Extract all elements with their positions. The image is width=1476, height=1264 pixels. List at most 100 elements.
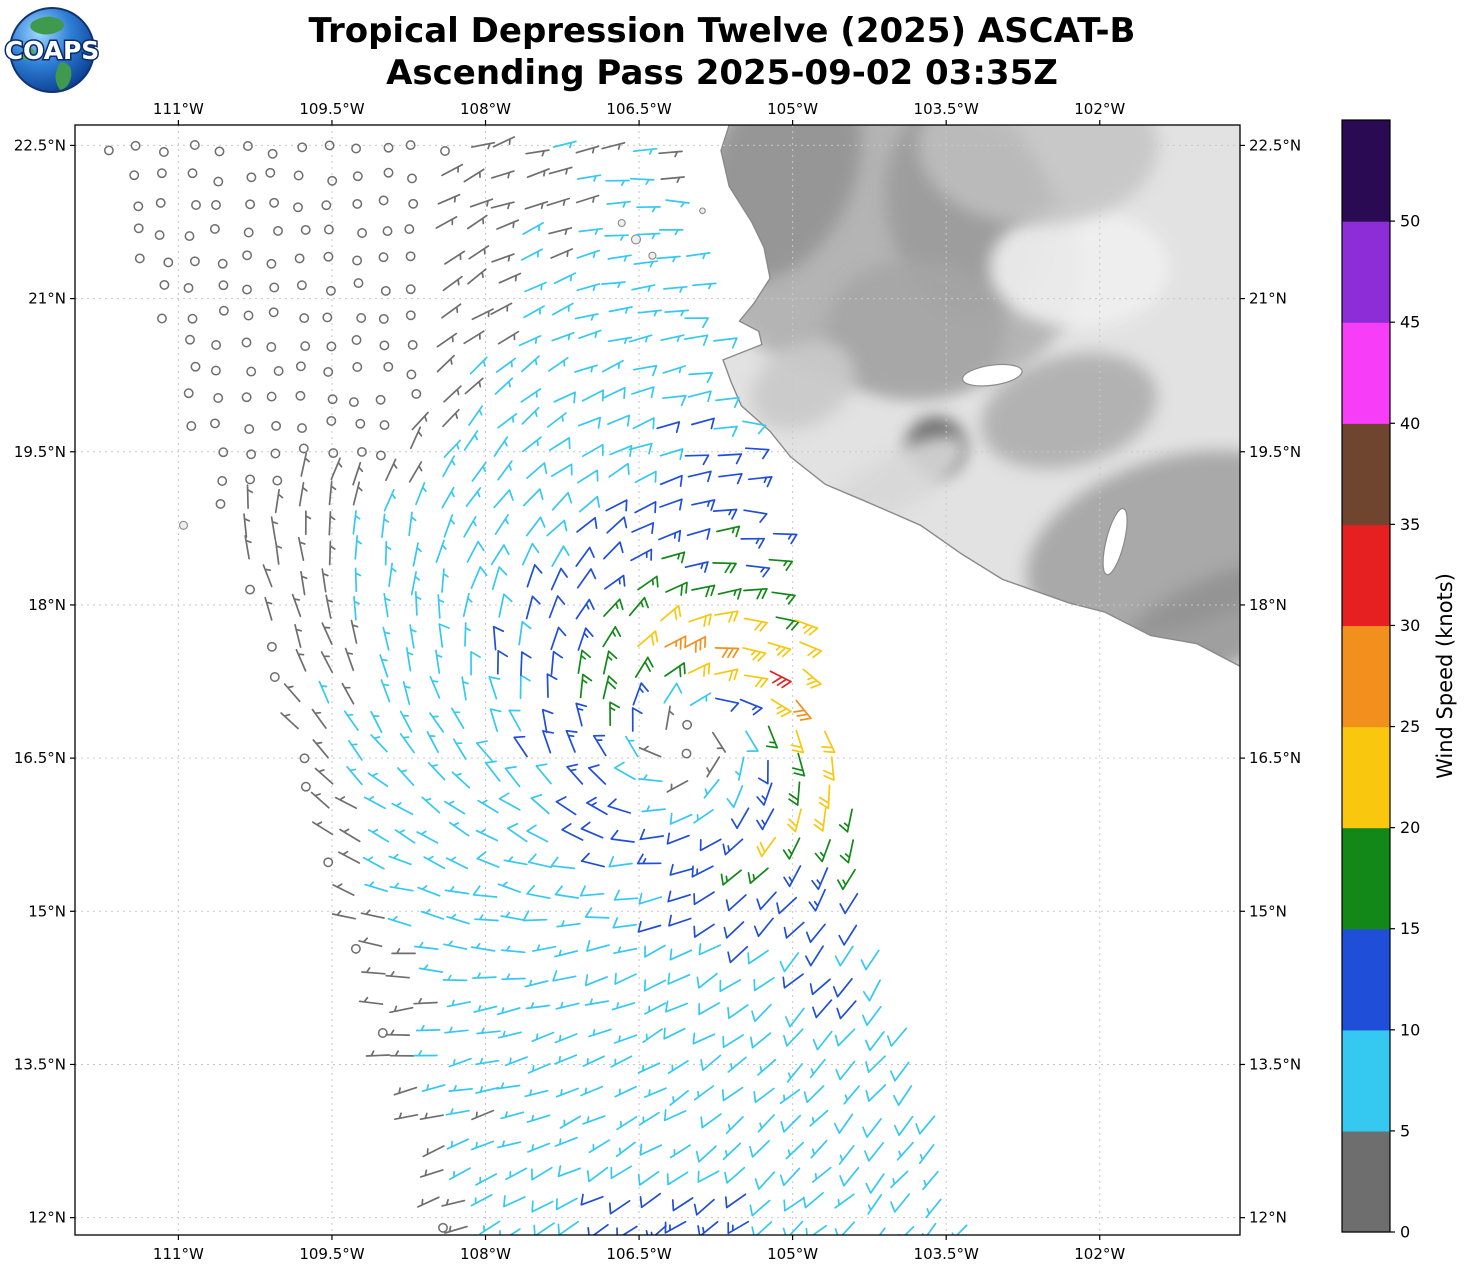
wind-barb [385, 1029, 411, 1036]
wind-barb [683, 334, 709, 346]
wind-barb [314, 767, 334, 785]
wind-barb [616, 1225, 638, 1235]
wind-barb [834, 1193, 855, 1209]
wind-barb [580, 821, 604, 839]
wind-barb [669, 948, 693, 961]
calm-circle [159, 279, 170, 290]
wind-barb [779, 1167, 801, 1187]
wind-barb [497, 1030, 522, 1039]
wind-barb [580, 852, 605, 868]
wind-barb [656, 255, 681, 263]
wind-barb [490, 302, 513, 315]
wind-barb [587, 1223, 609, 1235]
wind-barb [637, 575, 659, 591]
calm-circle [187, 168, 198, 179]
wind-barb [579, 885, 605, 897]
x-tick-label-top: 109.5°W [299, 100, 364, 118]
wind-barb [262, 564, 273, 588]
wind-barb [500, 911, 525, 921]
calm-circle [408, 198, 419, 209]
island [648, 251, 657, 260]
wind-barb [496, 219, 520, 230]
wind-barb [839, 1166, 860, 1187]
wind-barb [385, 970, 410, 979]
wind-barb [696, 972, 718, 989]
wind-barb [742, 420, 767, 435]
wind-barb [721, 1086, 744, 1102]
wind-barb [429, 675, 441, 699]
wind-barb [442, 408, 460, 428]
wind-barb [553, 391, 576, 404]
wind-barb [779, 1088, 801, 1105]
wind-barb [503, 1195, 526, 1208]
wind-barb [605, 179, 630, 187]
wind-barb [635, 232, 661, 240]
wind-barb [834, 945, 854, 967]
wind-barb [818, 784, 831, 810]
wind-barb [584, 974, 608, 987]
wind-barb [464, 377, 484, 395]
island [699, 207, 706, 215]
wind-barb [802, 668, 822, 689]
wind-barb [714, 610, 739, 623]
wind-barb [795, 619, 819, 636]
wind-barb [886, 1027, 908, 1047]
wind-barb [441, 486, 455, 509]
wind-barb [579, 673, 593, 699]
wind-barb [634, 470, 657, 484]
wind-barb [745, 730, 759, 753]
wind-barb [580, 1193, 604, 1206]
wind-barb [497, 413, 518, 429]
wind-barb [771, 591, 796, 605]
wind-barb [243, 513, 251, 538]
y-tick-label-right: 18°N [1249, 596, 1287, 614]
wind-barb [525, 516, 546, 537]
wind-barb [522, 910, 548, 922]
wind-barb [444, 250, 466, 265]
wind-barb [839, 892, 859, 915]
wind-barb [500, 1111, 525, 1120]
wind-barb [602, 626, 622, 648]
wind-barb [809, 978, 831, 996]
colorbar-frame [1341, 119, 1391, 1233]
wind-barb [441, 163, 464, 177]
wind-barb [524, 1089, 549, 1098]
calm-circle [243, 227, 254, 238]
wind-barb [291, 593, 302, 618]
wind-barb [601, 141, 626, 150]
wind-barb [695, 1145, 717, 1163]
wind-barb [520, 651, 532, 676]
calm-circle [375, 450, 386, 461]
calm-circle [242, 141, 253, 151]
y-tick-label-left: 21°N [28, 290, 66, 308]
wind-barb [666, 780, 689, 793]
wind-barb [722, 1034, 744, 1049]
wind-barb [494, 514, 509, 536]
wind-barb [467, 268, 487, 285]
wind-barb [530, 793, 550, 815]
wind-barb [786, 1063, 804, 1083]
wind-barb [878, 1227, 886, 1235]
wind-barb [526, 168, 550, 179]
wind-barb [389, 882, 414, 892]
wind-barb [862, 1005, 882, 1027]
wind-barb [660, 604, 682, 622]
wind-barb [693, 891, 715, 906]
calm-circle [245, 584, 255, 595]
wind-barb [743, 617, 768, 632]
x-tick-label-bottom: 105°W [767, 1245, 818, 1263]
wind-barb [470, 650, 481, 676]
wind-barb [698, 943, 722, 956]
wind-barb [712, 508, 738, 520]
wind-barb [388, 853, 412, 866]
wind-barb [743, 587, 768, 600]
calm-circle [271, 420, 282, 431]
wind-barb [782, 1220, 804, 1235]
wind-barb [475, 740, 493, 762]
wind-barb [408, 461, 423, 483]
wind-barb [639, 1143, 663, 1156]
wind-barb [533, 1222, 555, 1235]
wind-barb [496, 1007, 521, 1016]
wind-barb [419, 1169, 444, 1178]
